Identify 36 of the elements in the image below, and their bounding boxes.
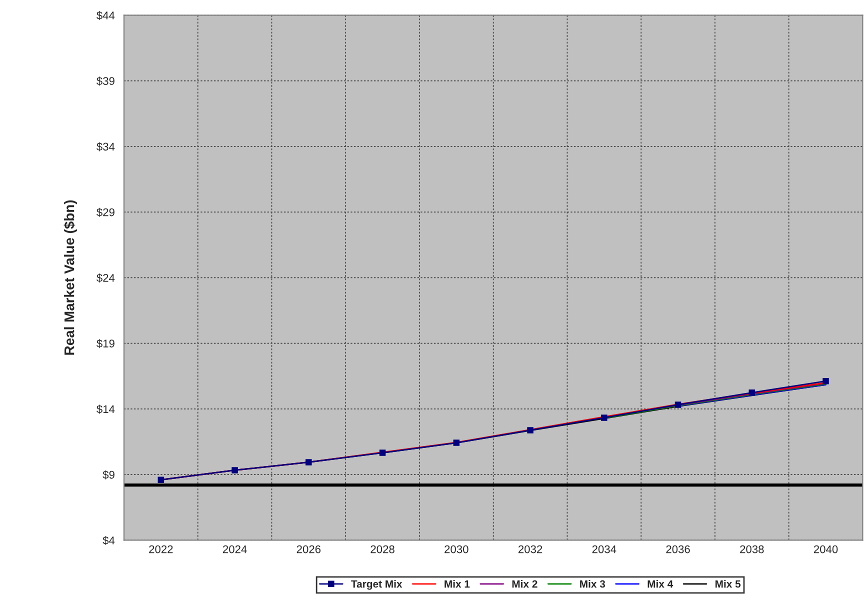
legend-label: Target Mix xyxy=(351,580,402,590)
y-tick-label: $24 xyxy=(96,274,115,282)
point xyxy=(453,440,460,446)
x-tick-label: 2034 xyxy=(592,545,616,554)
point xyxy=(232,467,238,474)
y-tick-label: $29 xyxy=(96,208,114,217)
y-tick-label: $44 xyxy=(96,11,115,20)
point xyxy=(306,459,312,466)
point xyxy=(158,476,164,483)
point xyxy=(527,427,534,434)
y-tick-label: $34 xyxy=(96,142,115,152)
point xyxy=(822,378,829,384)
legend-label: Mix 3 xyxy=(580,580,606,588)
x-tick-label: 2024 xyxy=(222,545,247,554)
x-tick-label: 2040 xyxy=(814,545,838,554)
y-tick-label: $4 xyxy=(102,536,115,545)
x-tick-label: 2036 xyxy=(666,545,690,554)
legend-label: Mix 1 xyxy=(444,580,470,588)
y-tick-label: $14 xyxy=(96,404,115,414)
x-tick-label: 2032 xyxy=(518,545,542,554)
point xyxy=(379,450,386,456)
x-tick-label: 2028 xyxy=(370,545,394,554)
y-axis-title: Real Market Value ($bn) xyxy=(64,200,77,355)
legend-label: Mix 5 xyxy=(716,580,741,588)
x-tick-label: 2030 xyxy=(444,545,468,554)
point xyxy=(748,390,756,396)
x-tick-label: 2026 xyxy=(296,545,321,554)
legend-label: Mix 2 xyxy=(512,580,538,588)
x-tick-label: 2038 xyxy=(740,545,764,554)
point xyxy=(674,402,682,408)
x-tick-label: 2022 xyxy=(149,545,173,554)
y-tick-label: $19 xyxy=(96,339,114,348)
y-tick-label: $9 xyxy=(102,470,114,480)
point xyxy=(601,414,608,421)
legend-label: Mix 4 xyxy=(648,580,674,588)
y-tick-label: $39 xyxy=(96,76,114,86)
